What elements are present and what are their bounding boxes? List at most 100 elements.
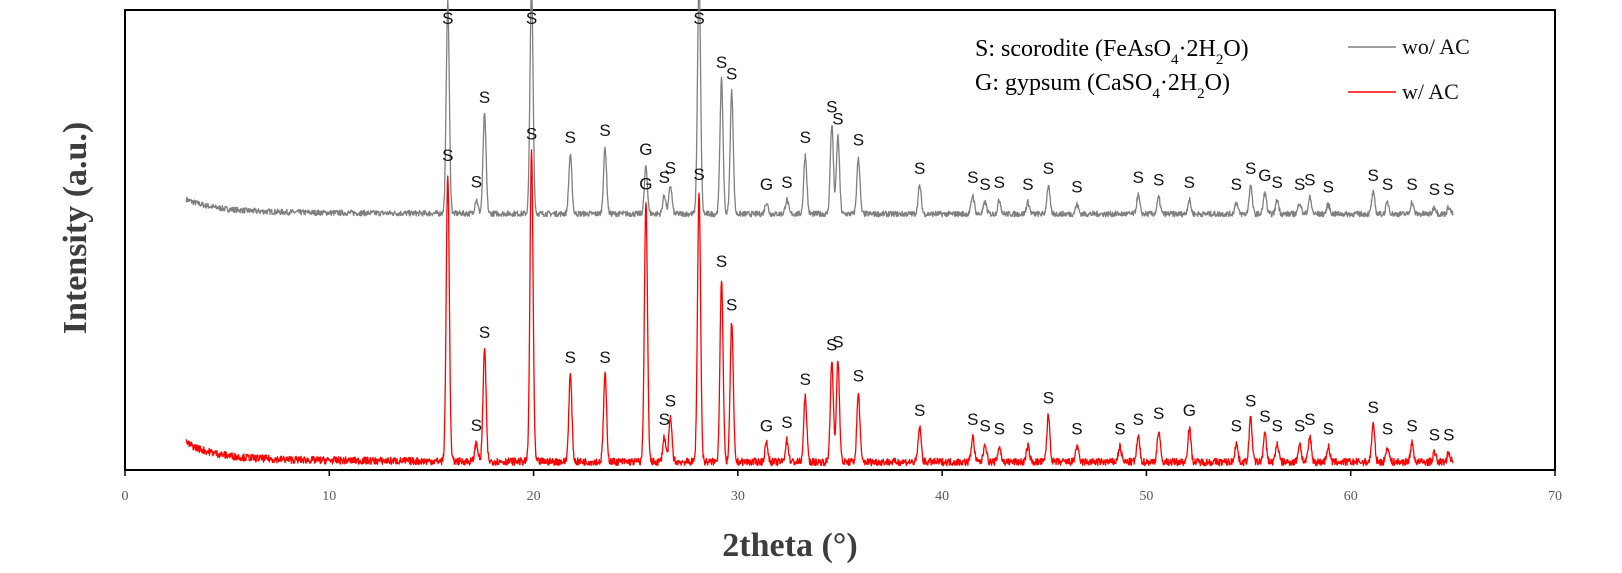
peak-label: S xyxy=(1271,173,1282,192)
peak-label: S xyxy=(1323,178,1334,197)
peak-label: S xyxy=(665,159,676,178)
scorodite-formula-part: ·2H xyxy=(1179,36,1216,62)
x-axis-ticks: 0 10 20 30 40 50 60 70 xyxy=(122,470,1562,504)
peak-label: S xyxy=(853,367,864,386)
peak-label: S xyxy=(659,168,670,187)
x-tick-label: 10 xyxy=(322,489,336,504)
peak-label: S xyxy=(442,146,453,165)
peak-label: S xyxy=(1304,171,1315,190)
peak-label: S xyxy=(1382,419,1393,438)
peak-label: S xyxy=(726,295,737,314)
series-line-wo-ac xyxy=(185,0,1454,218)
legend-label-w-ac: w/ AC xyxy=(1402,79,1459,104)
peak-label: S xyxy=(1245,392,1256,411)
peak-label: G xyxy=(760,416,773,435)
peak-label: S xyxy=(853,131,864,150)
peak-label: S xyxy=(967,168,978,187)
peak-label: S xyxy=(1133,168,1144,187)
peak-label: S xyxy=(1153,171,1164,190)
peak-label: S xyxy=(479,88,490,107)
peak-label: G xyxy=(760,175,773,194)
peak-label: G xyxy=(1183,401,1196,420)
x-tick-label: 60 xyxy=(1344,489,1358,504)
peak-label: S xyxy=(800,128,811,147)
peak-label: S xyxy=(471,416,482,435)
peak-label: S xyxy=(1294,416,1305,435)
peak-label: G xyxy=(639,174,652,193)
peak-label: S xyxy=(1406,175,1417,194)
x-tick-label: 50 xyxy=(1139,489,1153,504)
peak-label: G xyxy=(639,140,652,159)
peak-label: S xyxy=(1271,416,1282,435)
y-axis-title: Intensity (a.u.) xyxy=(57,122,94,335)
scorodite-formula-part: FeAsO xyxy=(1103,36,1171,62)
peak-label: S xyxy=(1429,426,1440,445)
scorodite-formula-subscript: 2 xyxy=(1216,52,1224,68)
peak-label: S xyxy=(693,9,704,28)
peak-label: S xyxy=(1406,416,1417,435)
peak-label: S xyxy=(479,323,490,342)
peak-label: S xyxy=(800,370,811,389)
peak-label: S xyxy=(1323,419,1334,438)
peak-label: S xyxy=(665,391,676,410)
scorodite-prefix: S: scorodite ( xyxy=(975,36,1103,62)
gypsum-formula-part: O) xyxy=(1205,70,1230,96)
peak-label: S xyxy=(526,9,537,28)
peak-label: S xyxy=(1071,178,1082,197)
peak-label: S xyxy=(526,125,537,144)
plot-frame xyxy=(124,9,1556,471)
peak-label: S xyxy=(565,348,576,367)
scorodite-annotation: S: scorodite (FeAsO4·2H2O) xyxy=(975,36,1249,68)
peak-label: S xyxy=(659,410,670,429)
peak-label: S xyxy=(1368,398,1379,417)
peak-label: S xyxy=(781,413,792,432)
peak-label: S xyxy=(599,348,610,367)
x-tick-label: 30 xyxy=(731,489,745,504)
x-tick-label: 40 xyxy=(935,489,949,504)
scorodite-formula-subscript: 4 xyxy=(1171,52,1179,68)
legend: wo/ AC w/ AC xyxy=(1348,34,1470,104)
gypsum-annotation: G: gypsum (CaSO4·2H2O) xyxy=(975,70,1230,102)
gypsum-formula-part: ·2H xyxy=(1160,70,1197,96)
gypsum-formula-subscript: 2 xyxy=(1197,86,1205,102)
peak-label: S xyxy=(1368,166,1379,185)
peak-label: S xyxy=(1443,426,1454,445)
peak-label: S xyxy=(781,173,792,192)
peak-label: S xyxy=(1133,410,1144,429)
series-line-w-ac xyxy=(185,149,1454,467)
peak-label: S xyxy=(1429,180,1440,199)
peak-label: S xyxy=(1022,419,1033,438)
peak-label: S xyxy=(826,336,837,355)
peak-label: S xyxy=(442,9,453,28)
peak-label: S xyxy=(1114,419,1125,438)
peak-label: S xyxy=(716,252,727,271)
peak-label: S xyxy=(599,121,610,140)
peak-label: S xyxy=(1382,175,1393,194)
peak-label: S xyxy=(832,333,843,352)
x-tick-label: 20 xyxy=(527,489,541,504)
peak-label: S xyxy=(1259,407,1270,426)
peak-label: S xyxy=(693,165,704,184)
peak-label: S xyxy=(832,109,843,128)
peak-label: S xyxy=(716,53,727,72)
peak-label: S xyxy=(1245,159,1256,178)
peak-label: S xyxy=(1231,416,1242,435)
peak-label: S xyxy=(1043,388,1054,407)
peak-label: S xyxy=(994,173,1005,192)
peak-label: S xyxy=(1022,175,1033,194)
peak-label: S xyxy=(1304,410,1315,429)
peak-label: S xyxy=(565,128,576,147)
gypsum-formula-subscript: 4 xyxy=(1152,86,1160,102)
x-axis-title: 2theta (°) xyxy=(722,527,857,564)
peak-label: S xyxy=(1231,175,1242,194)
gypsum-prefix: G: gypsum ( xyxy=(975,70,1095,96)
peak-label: S xyxy=(979,416,990,435)
peak-label: S xyxy=(1294,175,1305,194)
peak-label: S xyxy=(1071,419,1082,438)
x-tick-label: 0 xyxy=(122,489,129,504)
x-tick-label: 70 xyxy=(1548,489,1562,504)
scorodite-formula-part: O) xyxy=(1223,36,1248,62)
gypsum-formula-part: CaSO xyxy=(1095,70,1152,96)
